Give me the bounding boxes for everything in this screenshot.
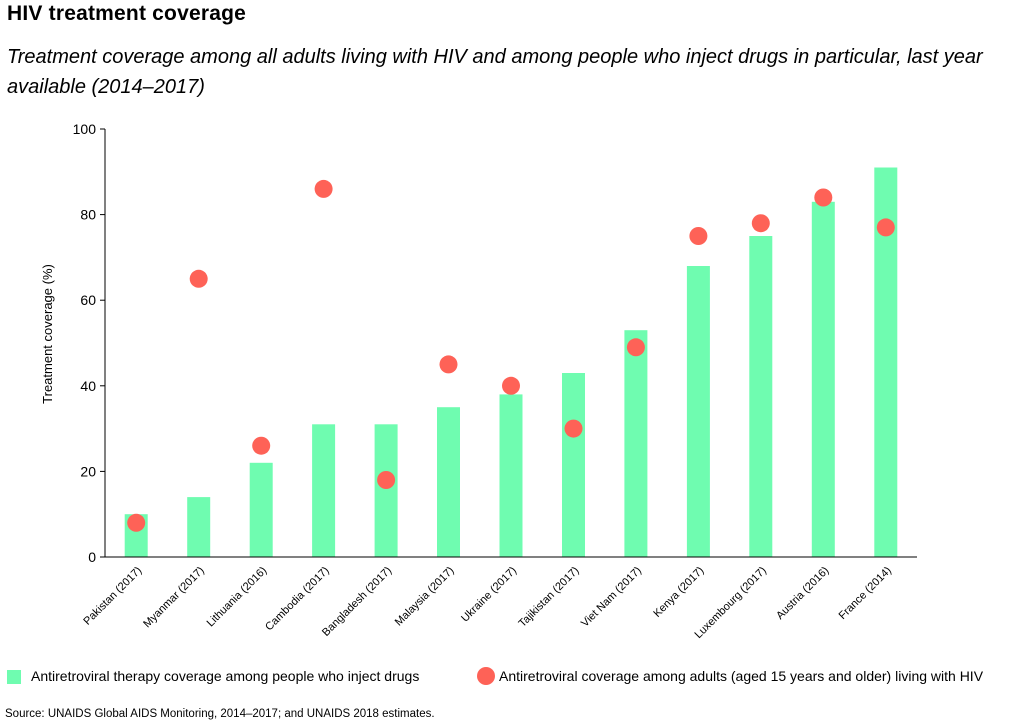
y-tick-label: 40 [80,378,96,394]
axes-layer [100,128,917,558]
x-tick-label: Viet Nam (2017) [579,565,644,630]
legend-item-dots: Antiretroviral coverage among adults (ag… [477,667,1017,687]
bars-layer [124,167,898,558]
y-tick-label: 100 [73,121,97,137]
bar [374,424,398,557]
x-tick-label: Kenya (2017) [651,565,706,620]
x-tick-label: Austria (2016) [774,565,831,622]
x-tick-label: Cambodia (2017) [263,565,332,634]
bar [437,407,460,557]
x-tick-label: Pakistan (2017) [81,565,144,628]
bar [249,462,273,557]
legend-label-bars: Antiretroviral therapy coverage among pe… [31,668,420,684]
data-point [377,471,396,489]
bar [562,373,585,557]
data-point [127,513,146,532]
data-point [502,376,520,395]
x-tick-label: Luxembourg (2017) [693,565,769,641]
data-point [876,218,895,237]
y-tick-label: 60 [80,292,96,308]
legend-label-dots: Antiretroviral coverage among adults (ag… [499,668,984,684]
x-tick-label: Malaysia (2017) [393,565,457,629]
data-point [626,338,645,357]
bar [686,266,710,557]
legend-item-bars: Antiretroviral therapy coverage among pe… [7,668,467,688]
y-tick-label: 80 [80,207,96,223]
x-tick-label: Tajikistan (2017) [517,565,582,630]
y-tick-label: 0 [88,549,96,565]
bar [187,497,211,557]
legend-swatch-dot [477,667,495,685]
bar [624,330,648,557]
data-point [751,214,770,233]
data-point [814,188,833,207]
x-tick-label: Myanmar (2017) [141,565,207,631]
bar [749,236,773,557]
x-tick-label: Bangladesh (2017) [320,565,394,639]
dots-layer [127,179,895,532]
source-note: Source: UNAIDS Global AIDS Monitoring, 2… [5,708,435,720]
legend-swatch-bar [7,670,21,684]
bar [312,424,336,557]
chart-title: HIV treatment coverage [7,2,246,25]
bar [874,167,898,557]
y-axis-label: Treatment coverage (%) [40,264,55,404]
chart-subtitle: Treatment coverage among all adults livi… [7,46,983,98]
data-point [439,355,458,374]
y-tick-label: 20 [80,463,96,479]
x-tick-label: Ukraine (2017) [459,565,519,625]
bar [811,201,835,558]
x-tick-label: France (2014) [837,565,894,622]
data-point [252,436,271,455]
data-point [689,227,708,245]
bar [499,394,523,557]
data-point [189,269,208,288]
x-tick-label: Lithuania (2016) [205,565,270,630]
data-point [314,179,333,198]
data-point [564,419,583,438]
